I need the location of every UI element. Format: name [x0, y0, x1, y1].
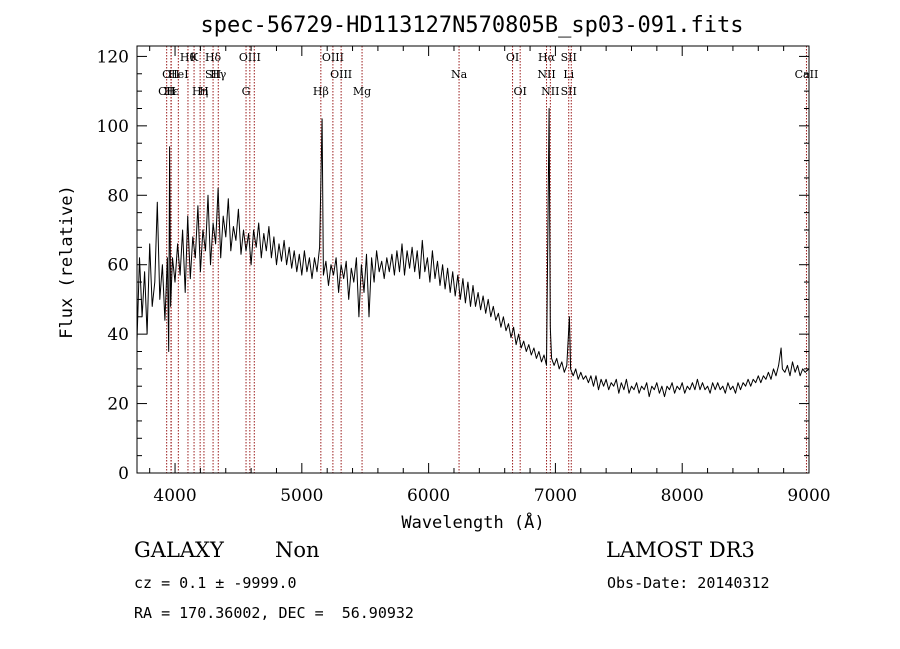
spectral-line-label: Li: [563, 68, 574, 81]
spectral-line-label: SII: [561, 85, 577, 98]
x-tick-label: 4000: [153, 486, 196, 506]
spectrum-series: [136, 108, 810, 398]
spectral-line-label: OIII: [322, 51, 344, 64]
spectral-line-label: OIII: [330, 68, 352, 81]
y-axis-label: Flux (relative): [57, 185, 77, 339]
x-tick-label: 5000: [280, 486, 323, 506]
y-tick-label: 0: [118, 464, 129, 484]
spectral-line-label: G: [242, 85, 251, 98]
x-tick-label: 8000: [661, 486, 704, 506]
spectral-line-label: Mg: [353, 85, 371, 98]
plot-frame: [136, 45, 810, 474]
y-tick-label: 120: [97, 47, 129, 67]
spectral-line-label: H: [199, 85, 209, 98]
spectral-line-label: Hε: [164, 85, 180, 98]
spectral-line-label: NII: [537, 68, 555, 81]
spectral-line-label: OIII: [239, 51, 261, 64]
spectral-line-label: Hβ: [313, 85, 329, 98]
spectral-line-label: NII: [541, 85, 559, 98]
spectral-line-label: Hδ: [205, 51, 222, 64]
redshift-text: cz = 0.1 ± -9999.0: [134, 574, 297, 592]
chart-title: spec-56729-HD113127N570805B_sp03-091.fit…: [200, 13, 743, 38]
spectral-line-label: Hγ: [210, 68, 227, 81]
y-tick-label: 100: [97, 117, 129, 137]
spectral-line-label: SII: [561, 51, 577, 64]
spectrum-line: [136, 108, 810, 398]
spectral-line-label: Hθ: [180, 51, 197, 64]
spectral-line-label: CaII: [795, 68, 819, 81]
spectral-line-label: OI: [513, 85, 526, 98]
spectral-line-label: HeI: [168, 68, 188, 81]
x-axis-label: Wavelength (Å): [401, 511, 544, 533]
object-subclass: Non: [275, 538, 320, 562]
coordinates-text: RA = 170.36002, DEC = 56.90932: [134, 604, 414, 622]
y-tick-label: 40: [107, 325, 129, 345]
spectral-line-label: Na: [451, 68, 468, 81]
obs-date-text: Obs-Date: 20140312: [607, 574, 770, 592]
y-tick-label: 60: [107, 256, 129, 276]
spectral-line-label: SII: [205, 68, 221, 81]
spectral-line-markers: CIIHOIIHεHeIHθKHηHHδSIIHγGOIIIHβOIIIOIII…: [158, 46, 818, 473]
spectral-line-label: OI: [506, 51, 519, 64]
spectral-line-label: Hα: [538, 51, 556, 64]
y-tick-label: 20: [107, 395, 129, 415]
x-tick-label: 7000: [534, 486, 577, 506]
survey-name: LAMOST DR3: [606, 538, 755, 562]
x-tick-label: 6000: [407, 486, 450, 506]
y-tick-label: 80: [107, 186, 129, 206]
spectral-line-label: K: [190, 51, 199, 64]
x-tick-label: 9000: [787, 486, 830, 506]
axis-ticks: 4000 5000 6000 7000 8000 9000 0 20 40 60 80 100 120: [97, 46, 831, 506]
object-class: GALAXY: [134, 538, 224, 562]
